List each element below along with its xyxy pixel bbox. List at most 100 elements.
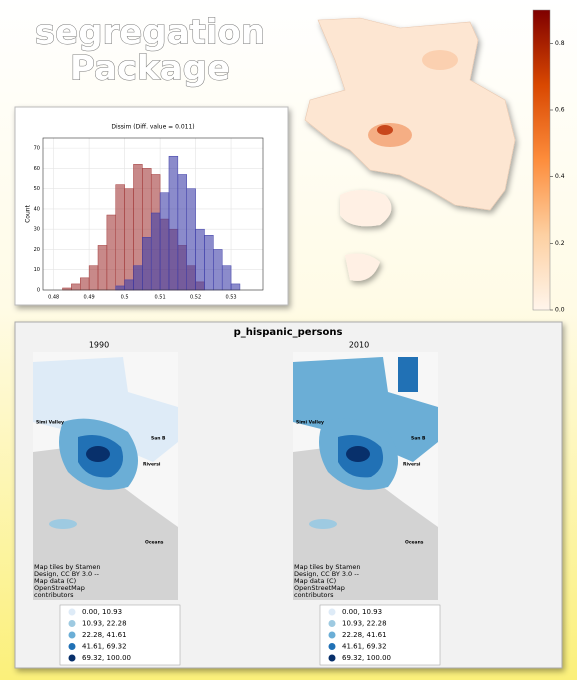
y-tick-label: 50: [34, 186, 40, 192]
tract-area: [293, 357, 438, 462]
colorbar-tick-label: 0.4: [555, 173, 565, 180]
histogram-bar: [115, 184, 125, 291]
histogram-bar: [142, 237, 152, 291]
place-label: Riversi: [403, 462, 421, 468]
tract-area: [33, 357, 178, 462]
x-tick-label: 0.5: [121, 295, 129, 301]
y-axis-label: Count: [25, 204, 32, 222]
histogram-bar: [195, 228, 205, 291]
legend-swatch: [328, 620, 336, 627]
legend-label: 41.61, 69.32: [82, 643, 127, 651]
y-tick-label: 20: [34, 247, 40, 253]
histogram-bar: [80, 277, 90, 291]
map-attribution: OpenStreetMap: [34, 584, 85, 592]
map-year: 1990: [89, 341, 109, 350]
map: Simi Valley San B Riversi Oceans Map tiles b…: [293, 352, 438, 600]
region-map: [304, 17, 516, 281]
colorbar-tick-label: 0.0: [555, 307, 565, 314]
chart-title: Dissim (Diff. value = 0.011): [111, 124, 194, 131]
legend-label: 0.00, 10.93: [82, 608, 122, 616]
histogram-bar: [71, 283, 81, 291]
x-tick-label: 0.53: [225, 295, 236, 301]
y-tick-label: 60: [34, 166, 40, 172]
plot-frame: [42, 137, 264, 291]
y-tick-label: 10: [34, 267, 40, 273]
histogram-bar: [62, 287, 72, 291]
colorbar-tick-label: 0.2: [555, 240, 565, 247]
place-label: Simi Valley: [36, 420, 64, 426]
map-attribution: Design, CC BY 3.0 --: [294, 570, 360, 578]
island: [309, 519, 337, 529]
histogram-bar: [133, 265, 143, 291]
histogram-bar: [168, 155, 179, 291]
x-tick-label: 0.48: [48, 295, 59, 301]
histogram-bar: [106, 214, 116, 291]
legend-swatch: [328, 643, 336, 650]
legend-label: 22.28, 41.61: [342, 631, 387, 639]
legend-label: 10.93, 22.28: [82, 620, 127, 628]
y-tick-label: 70: [34, 146, 40, 152]
y-tick-label: 30: [34, 227, 40, 233]
histogram-bar: [159, 192, 170, 291]
map: Simi Valley San B Riversi Oceans Map tiles b…: [33, 352, 178, 600]
legend-box: [319, 604, 441, 666]
x-tick-label: 0.52: [190, 295, 201, 301]
tract-area: [86, 446, 110, 462]
x-tick-label: 0.51: [155, 295, 166, 301]
legend-label: 10.93, 22.28: [342, 620, 387, 628]
place-label: Oceans: [145, 540, 164, 546]
y-tick-label: 40: [34, 206, 40, 212]
tract-area: [398, 357, 418, 392]
map-sea: [293, 447, 438, 600]
map-attribution: OpenStreetMap: [294, 584, 345, 592]
histogram-bar: [97, 245, 108, 291]
legend-swatch: [328, 631, 336, 639]
legend-swatch: [328, 654, 336, 662]
histogram-bar: [204, 235, 214, 291]
y-tick-label: 0: [37, 288, 40, 294]
histogram-bar: [88, 265, 99, 291]
histogram-bar: [115, 285, 125, 291]
histogram-bar: [177, 174, 187, 291]
map-attribution: Map data (C): [34, 577, 76, 585]
legend-label: 69.32, 100.00: [82, 654, 131, 662]
map-attribution: contributors: [294, 591, 334, 599]
colorbar: [532, 9, 551, 311]
legend-swatch: [68, 608, 76, 616]
legend-label: 69.32, 100.00: [342, 654, 391, 662]
legend-label: 22.28, 41.61: [82, 631, 127, 639]
place-label: Riversi: [143, 462, 161, 468]
map-sea: [33, 447, 178, 600]
histogram-bar: [213, 249, 223, 291]
histogram-bar: [230, 283, 241, 291]
histogram-bar: [150, 212, 161, 291]
place-label: San B: [411, 436, 426, 442]
map-attribution: contributors: [34, 591, 74, 599]
histogram-bar: [124, 279, 134, 291]
colorbar-tick-label: 0.8: [555, 40, 565, 47]
maps-title: p_hispanic_persons: [234, 327, 343, 338]
legend-swatch: [328, 608, 336, 616]
map-attribution: Map tiles by Stamen: [34, 563, 101, 571]
place-label: Simi Valley: [296, 420, 324, 426]
logo-line2: Package: [70, 49, 230, 89]
island: [49, 519, 77, 529]
logo-line1: segregation: [35, 13, 265, 53]
legend-box: [59, 604, 181, 666]
legend-label: 0.00, 10.93: [342, 608, 382, 616]
legend-swatch: [68, 620, 76, 627]
histogram-bar: [221, 265, 232, 291]
place-label: Oceans: [405, 540, 424, 546]
x-tick-label: 0.49: [84, 295, 95, 301]
tract-area: [346, 446, 370, 462]
map-attribution: Map tiles by Stamen: [294, 563, 361, 571]
legend-swatch: [68, 654, 76, 662]
map-attribution: Design, CC BY 3.0 --: [34, 570, 100, 578]
map-year: 2010: [349, 341, 369, 350]
legend-swatch: [68, 643, 76, 650]
histogram-bar: [124, 188, 134, 291]
map-attribution: Map data (C): [294, 577, 336, 585]
colorbar-tick-label: 0.6: [555, 107, 565, 114]
legend-label: 41.61, 69.32: [342, 643, 387, 651]
